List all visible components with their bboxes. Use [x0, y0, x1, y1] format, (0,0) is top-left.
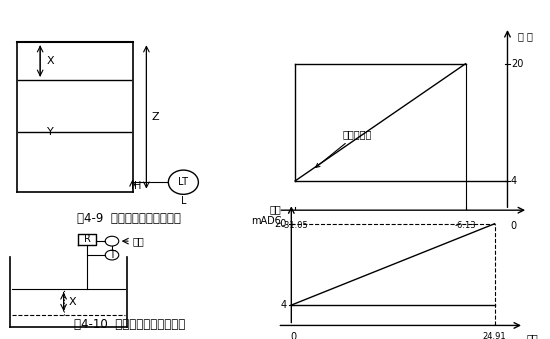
Text: 24.91: 24.91 [483, 332, 507, 339]
Text: 输入
KPa: 输入 KPa [526, 333, 544, 339]
Text: 0: 0 [291, 332, 297, 339]
Text: 4: 4 [280, 300, 287, 310]
Text: LT: LT [178, 177, 188, 187]
Text: 图4-9  开口容器液体测量举例: 图4-9 开口容器液体测量举例 [78, 212, 181, 225]
Text: -31.05: -31.05 [282, 221, 309, 230]
Text: 输 出: 输 出 [518, 31, 532, 41]
Text: X: X [47, 56, 54, 66]
Text: 0: 0 [510, 221, 516, 231]
Text: X: X [68, 297, 76, 307]
Text: 20: 20 [274, 219, 287, 229]
Text: Z: Z [151, 112, 158, 122]
Text: 零位负迁移: 零位负迁移 [316, 129, 372, 167]
Text: 输出
mADC: 输出 mADC [251, 204, 282, 226]
Text: 图4-10  开口容器液体测量举例: 图4-10 开口容器液体测量举例 [74, 318, 185, 331]
Text: 空气: 空气 [132, 236, 144, 246]
Text: 20: 20 [511, 59, 523, 69]
Text: T: T [109, 250, 115, 260]
Text: Y: Y [47, 127, 54, 137]
Text: H: H [134, 181, 141, 191]
Text: R: R [84, 234, 91, 244]
Text: 4: 4 [511, 176, 517, 186]
Text: L: L [180, 196, 186, 206]
Text: -6.13: -6.13 [455, 221, 476, 230]
